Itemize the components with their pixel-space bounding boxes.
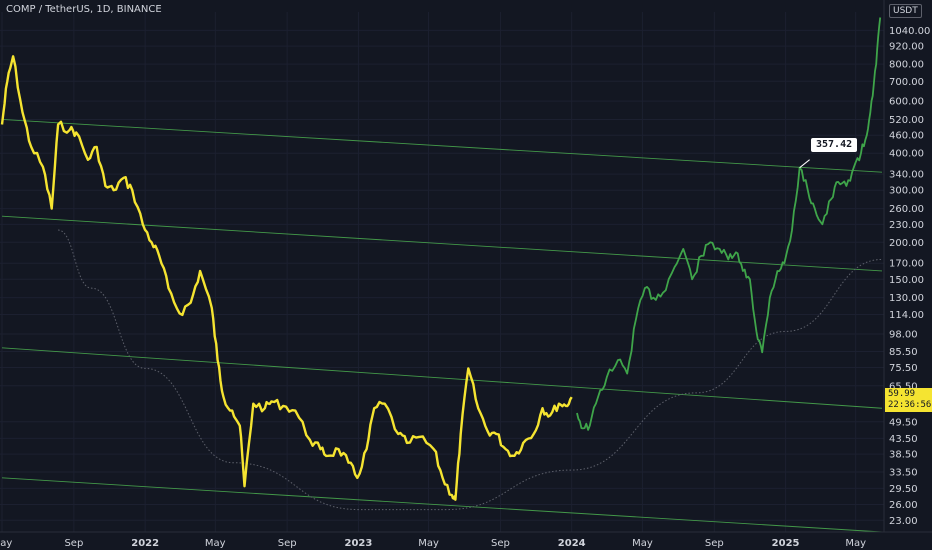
x-tick-label: 2024 (558, 538, 586, 549)
x-tick-label: 2023 (345, 538, 373, 549)
channel-line (1, 477, 883, 533)
y-tick-label: 800.00 (889, 60, 924, 71)
y-tick-label: 200.00 (889, 238, 924, 249)
price-series (0, 17, 882, 501)
y-tick-label: 520.00 (889, 115, 924, 126)
channel-line (1, 347, 883, 409)
x-tick-label: May (205, 538, 226, 549)
y-tick-label: 23.00 (889, 516, 918, 527)
x-tick-label: Sep (705, 538, 724, 549)
y-tick-label: 700.00 (889, 77, 924, 88)
time-axis[interactable]: May Sep 2022 May Sep 2023 May Sep 2024 May Sep 2025… (0, 538, 866, 549)
y-tick-label: 43.50 (889, 434, 918, 445)
y-tick-label: 98.00 (889, 329, 918, 340)
y-tick-label: 460.00 (889, 131, 924, 142)
channel-lines (1, 119, 883, 533)
last-price-tag: 59.99 22:36:56 (885, 388, 932, 412)
x-tick-label: Sep (491, 538, 510, 549)
channel-line (1, 119, 883, 173)
y-tick-label: 1040.00 (889, 26, 930, 37)
x-tick-label: May (632, 538, 653, 549)
y-tick-label: 65.50 (889, 381, 918, 392)
y-tick-label: 340.00 (889, 170, 924, 181)
channel-line (1, 215, 883, 272)
bar-countdown: 22:36:56 (888, 400, 932, 410)
y-tick-label: 85.50 (889, 347, 918, 358)
x-tick-label: Sep (278, 538, 297, 549)
y-tick-label: 49.50 (889, 417, 918, 428)
x-tick-label: 2022 (131, 538, 159, 549)
y-tick-label: 230.00 (889, 220, 924, 231)
price-axis[interactable]: 1040.00 920.00 800.00 700.00 600.00 520.00 460… (889, 26, 930, 527)
y-tick-label: 400.00 (889, 149, 924, 160)
y-tick-label: 38.50 (889, 450, 918, 461)
y-tick-label: 26.00 (889, 500, 918, 511)
projection-price-line (576, 17, 882, 431)
y-tick-label: 170.00 (889, 259, 924, 270)
x-tick-label: 2025 (772, 538, 800, 549)
y-tick-label: 300.00 (889, 186, 924, 197)
y-tick-label: 75.50 (889, 363, 918, 374)
y-tick-label: 150.00 (889, 275, 924, 286)
chart-title: COMP / TetherUS, 1D, BINANCE (6, 4, 162, 15)
currency-badge[interactable]: USDT (889, 4, 922, 18)
last-price-value: 59.99 (888, 389, 916, 399)
x-tick-label: May (845, 538, 866, 549)
y-tick-label: 920.00 (889, 42, 924, 53)
history-price-line (0, 55, 573, 501)
callout-pointer (799, 159, 810, 169)
x-tick-label: May (0, 538, 12, 549)
price-callout: 357.42 (811, 138, 858, 152)
y-tick-label: 600.00 (889, 97, 924, 108)
x-tick-label: May (418, 538, 439, 549)
x-tick-label: Sep (64, 538, 83, 549)
y-tick-label: 29.50 (889, 484, 918, 495)
y-tick-label: 33.50 (889, 467, 918, 478)
arc-curve (57, 229, 883, 511)
y-tick-label: 260.00 (889, 204, 924, 215)
arc-curve-path (57, 229, 883, 511)
y-tick-label: 114.00 (889, 310, 924, 321)
y-tick-label: 130.00 (889, 293, 924, 304)
